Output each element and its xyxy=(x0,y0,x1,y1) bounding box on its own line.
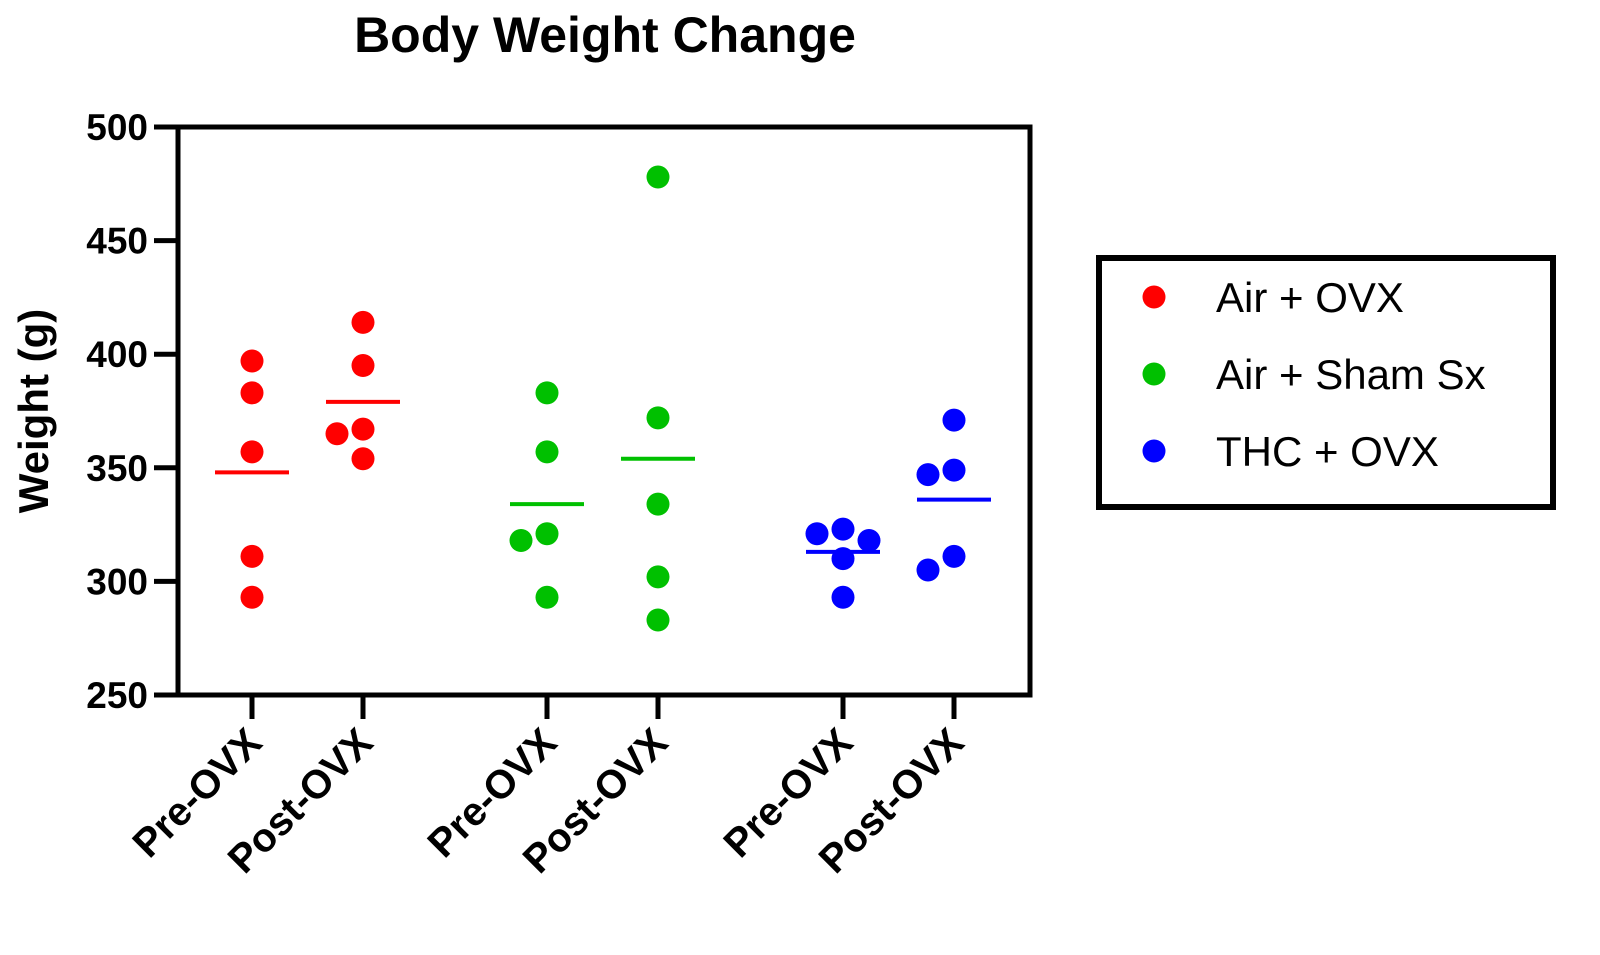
legend-marker xyxy=(1142,362,1166,386)
data-point xyxy=(916,558,940,582)
data-point xyxy=(351,354,375,378)
y-tick-label: 450 xyxy=(86,221,148,262)
data-point xyxy=(535,585,559,609)
y-tick-label: 350 xyxy=(86,448,148,489)
data-marks xyxy=(215,165,991,632)
data-point xyxy=(240,381,264,405)
data-point xyxy=(351,417,375,441)
data-point xyxy=(240,349,264,373)
data-point xyxy=(240,585,264,609)
legend-marker xyxy=(1142,439,1166,463)
legend-label: Air + Sham Sx xyxy=(1216,351,1486,398)
y-tick-label: 300 xyxy=(86,561,148,602)
data-point xyxy=(646,406,670,430)
data-point xyxy=(509,529,533,553)
data-point xyxy=(831,517,855,541)
legend-frame xyxy=(1096,255,1556,510)
data-point xyxy=(942,544,966,568)
legend-label: Air + OVX xyxy=(1216,274,1404,321)
data-point xyxy=(646,608,670,632)
chart-title: Body Weight Change xyxy=(354,7,856,63)
data-point xyxy=(805,522,829,546)
data-point xyxy=(240,544,264,568)
data-point xyxy=(646,492,670,516)
data-point xyxy=(240,440,264,464)
legend-label: THC + OVX xyxy=(1216,428,1439,475)
y-tick-label: 250 xyxy=(86,675,148,716)
legend: Air + OVX Air + Sham Sx THC + OVX xyxy=(1096,255,1556,510)
data-point xyxy=(535,522,559,546)
data-point xyxy=(916,463,940,487)
legend-marker xyxy=(1142,285,1166,309)
y-tick-label: 400 xyxy=(86,334,148,375)
y-axis-title: Weight (g) xyxy=(10,309,57,514)
data-point xyxy=(857,529,881,553)
data-point xyxy=(942,458,966,482)
data-point xyxy=(646,565,670,589)
data-point xyxy=(942,408,966,432)
data-point xyxy=(535,440,559,464)
data-point xyxy=(351,447,375,471)
data-point xyxy=(325,422,349,446)
y-tick-label: 500 xyxy=(86,107,148,148)
plot-frame xyxy=(175,124,1033,698)
y-axis: 250 300 350 400 450 500 xyxy=(86,107,178,716)
data-point xyxy=(646,165,670,189)
data-point xyxy=(535,381,559,405)
data-point xyxy=(831,585,855,609)
data-point xyxy=(351,310,375,334)
